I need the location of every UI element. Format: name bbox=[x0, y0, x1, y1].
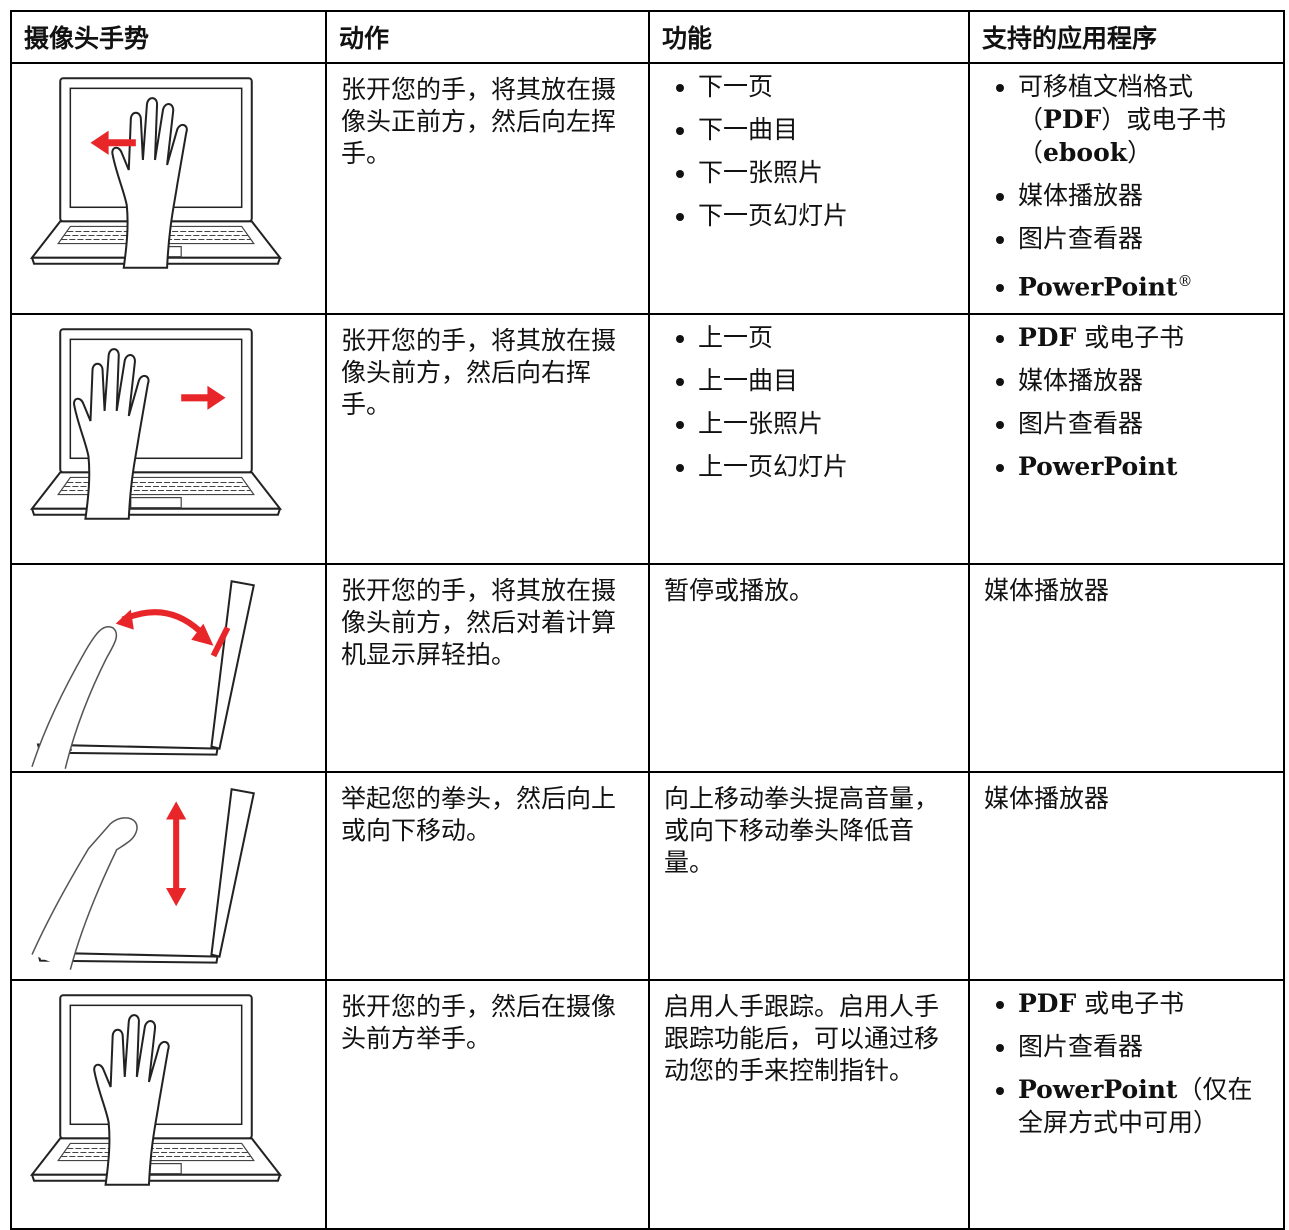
gesture-cell bbox=[10, 979, 327, 1230]
app-list: PDF 或电子书媒体播放器图片查看器 PowerPoint bbox=[970, 315, 1283, 483]
header-row: 摄像头手势 动作 功能 支持的应用程序 bbox=[10, 10, 1285, 64]
app-item: 媒体播放器 bbox=[1018, 179, 1273, 212]
gesture-cell bbox=[10, 771, 327, 982]
gesture-cell bbox=[10, 61, 327, 316]
app-text: 媒体播放器 bbox=[984, 576, 1110, 606]
page: {"table":{"header":["摄像头手势","动作","功能","支… bbox=[0, 0, 1289, 1194]
action-text: 张开您的手，将其放在摄像头前方，然后向右挥手。 bbox=[341, 326, 617, 420]
trademark: ® bbox=[1177, 272, 1193, 290]
app-list: 可移植文档格式（PDF）或电子书（ebook） 媒体播放器图片查看器 PowerPo… bbox=[970, 64, 1283, 303]
function-item: 上一曲目 bbox=[698, 364, 958, 397]
gesture-illustration bbox=[31, 77, 281, 269]
function-item: 下一页 bbox=[698, 70, 958, 103]
action-text: 举起您的拳头，然后向上或向下移动。 bbox=[341, 784, 617, 846]
function-item: 上一页 bbox=[698, 321, 958, 354]
latin-run: PDF bbox=[1043, 105, 1102, 134]
header-cell: 支持的应用程序 bbox=[968, 10, 1285, 64]
function-text: 启用人手跟踪。启用人手跟踪功能后，可以通过移动您的手来控制指针。 bbox=[664, 992, 940, 1086]
apps-cell: 媒体播放器 bbox=[968, 563, 1285, 774]
function-item: 下一曲目 bbox=[698, 113, 958, 146]
table-row: 张开您的手，将其放在摄像头前方，然后对着计算机显示屏轻拍。 暂停或播放。 媒体播放器 bbox=[10, 563, 1285, 774]
action-text: 张开您的手，将其放在摄像头正前方，然后向左挥手。 bbox=[341, 75, 617, 168]
latin-run: PDF bbox=[1018, 323, 1077, 353]
app-item: 图片查看器 bbox=[1018, 407, 1273, 440]
gesture-illustration bbox=[31, 994, 281, 1187]
gesture-illustration bbox=[31, 580, 255, 770]
action-cell: 张开您的手，将其放在摄像头前方，然后向右挥手。 bbox=[325, 313, 650, 566]
latin-run: PowerPoint bbox=[1018, 1075, 1178, 1105]
function-text: 暂停或播放。 bbox=[664, 576, 815, 606]
apps-cell: 媒体播放器 bbox=[968, 771, 1285, 982]
app-text: 媒体播放器 bbox=[984, 784, 1110, 814]
app-item: PDF 或电子书 bbox=[1018, 321, 1273, 354]
function-item: 下一页幻灯片 bbox=[698, 199, 958, 232]
function-list: 下一页下一曲目下一张照片下一页幻灯片 bbox=[650, 64, 968, 232]
latin-run: PDF bbox=[1018, 989, 1077, 1019]
table-row: 张开您的手，将其放在摄像头前方，然后向右挥手。上一页上一曲目上一张照片上一页幻灯… bbox=[10, 313, 1285, 566]
table-row: 举起您的拳头，然后向上或向下移动。 向上移动拳头提高音量，或向下移动拳头降低音量。… bbox=[10, 771, 1285, 982]
app-item: PowerPoint（仅在全屏方式中可用） bbox=[1018, 1073, 1273, 1139]
header-cell: 摄像头手势 bbox=[10, 10, 327, 64]
function-text: 向上移动拳头提高音量，或向下移动拳头降低音量。 bbox=[664, 784, 940, 878]
action-cell: 张开您的手，将其放在摄像头前方，然后对着计算机显示屏轻拍。 bbox=[325, 563, 650, 774]
app-item: 图片查看器 bbox=[1018, 222, 1273, 255]
app-item: 可移植文档格式（PDF）或电子书（ebook） bbox=[1018, 70, 1273, 169]
function-cell: 启用人手跟踪。启用人手跟踪功能后，可以通过移动您的手来控制指针。 bbox=[648, 979, 970, 1230]
app-item: PDF 或电子书 bbox=[1018, 987, 1273, 1020]
header-cell: 功能 bbox=[648, 10, 970, 64]
action-cell: 举起您的拳头，然后向上或向下移动。 bbox=[325, 771, 650, 982]
apps-cell: PDF 或电子书媒体播放器图片查看器 PowerPoint bbox=[968, 313, 1285, 566]
table-body: 张开您的手，将其放在摄像头正前方，然后向左挥手。下一页下一曲目下一张照片下一页幻… bbox=[10, 61, 1285, 1230]
function-item: 上一张照片 bbox=[698, 407, 958, 440]
app-item: 媒体播放器 bbox=[1018, 364, 1273, 397]
function-cell: 向上移动拳头提高音量，或向下移动拳头降低音量。 bbox=[648, 771, 970, 982]
header-cell: 动作 bbox=[325, 10, 650, 64]
apps-cell: PDF 或电子书图片查看器 PowerPoint（仅在全屏方式中可用） bbox=[968, 979, 1285, 1230]
action-text: 张开您的手，将其放在摄像头前方，然后对着计算机显示屏轻拍。 bbox=[341, 576, 617, 670]
function-item: 下一张照片 bbox=[698, 156, 958, 189]
apps-cell: 可移植文档格式（PDF）或电子书（ebook） 媒体播放器图片查看器 PowerPo… bbox=[968, 61, 1285, 316]
function-item: 上一页幻灯片 bbox=[698, 450, 958, 483]
gesture-table: 摄像头手势 动作 功能 支持的应用程序 张开您的手，将其放在摄像头正前方，然后向左挥手… bbox=[10, 10, 1285, 1230]
table-row: 张开您的手，将其放在摄像头正前方，然后向左挥手。下一页下一曲目下一张照片下一页幻… bbox=[10, 61, 1285, 316]
latin-run: ebook bbox=[1043, 138, 1128, 167]
table-row: 张开您的手，然后在摄像头前方举手。 启用人手跟踪。启用人手跟踪功能后，可以通过移动… bbox=[10, 979, 1285, 1230]
app-list: PDF 或电子书图片查看器 PowerPoint（仅在全屏方式中可用） bbox=[970, 981, 1283, 1139]
action-cell: 张开您的手，将其放在摄像头正前方，然后向左挥手。 bbox=[325, 61, 650, 316]
function-cell: 上一页上一曲目上一张照片上一页幻灯片 bbox=[648, 313, 970, 566]
function-cell: 暂停或播放。 bbox=[648, 563, 970, 774]
app-item: 图片查看器 bbox=[1018, 1030, 1273, 1063]
action-text: 张开您的手，然后在摄像头前方举手。 bbox=[341, 992, 617, 1054]
function-cell: 下一页下一曲目下一张照片下一页幻灯片 bbox=[648, 61, 970, 316]
latin-run: PowerPoint bbox=[1018, 452, 1178, 482]
action-cell: 张开您的手，然后在摄像头前方举手。 bbox=[325, 979, 650, 1230]
gesture-cell bbox=[10, 563, 327, 774]
app-item: PowerPoint bbox=[1018, 450, 1273, 483]
app-name: PowerPoint bbox=[1018, 272, 1178, 302]
gesture-illustration bbox=[31, 788, 255, 971]
gesture-cell bbox=[10, 313, 327, 566]
gesture-illustration bbox=[31, 328, 281, 521]
function-list: 上一页上一曲目上一张照片上一页幻灯片 bbox=[650, 315, 968, 483]
app-item: PowerPoint® bbox=[1018, 265, 1273, 303]
